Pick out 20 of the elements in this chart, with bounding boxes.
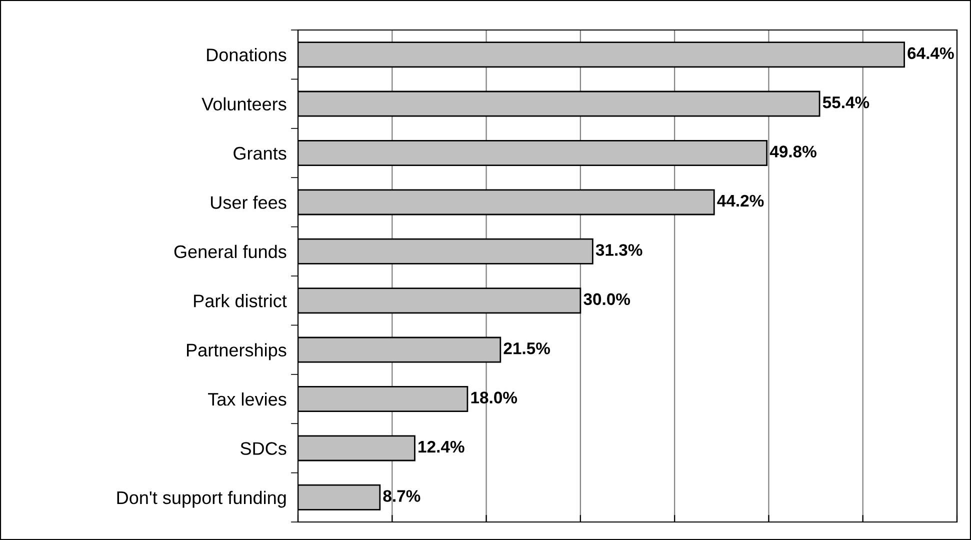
data-label: 8.7%	[383, 490, 420, 502]
data-label: 64.4%	[908, 47, 954, 60]
data-label: 44.2%	[717, 194, 764, 207]
y-tick-label: Tax levies	[208, 392, 286, 406]
y-tick-label: SDCs	[240, 442, 286, 455]
y-tick-label: Don't support funding	[117, 490, 286, 508]
data-label: 49.8%	[770, 146, 816, 158]
y-tick-label: Volunteers	[202, 97, 286, 111]
data-label: 31.3%	[596, 244, 642, 256]
data-label: 21.5%	[504, 342, 550, 354]
y-tick-label: Donations	[207, 48, 286, 62]
y-tick-label: Grants	[234, 146, 286, 160]
data-label: 12.4%	[418, 440, 464, 453]
data-label: 55.4%	[822, 96, 870, 108]
data-label: 30.0%	[584, 293, 630, 306]
y-tick-label: Park district	[194, 294, 287, 308]
data-label: 18.0%	[471, 392, 518, 404]
y-tick-label: Partnerships	[187, 343, 286, 360]
y-tick-label: User fees	[211, 196, 286, 209]
y-tick-label: General funds	[174, 244, 286, 258]
